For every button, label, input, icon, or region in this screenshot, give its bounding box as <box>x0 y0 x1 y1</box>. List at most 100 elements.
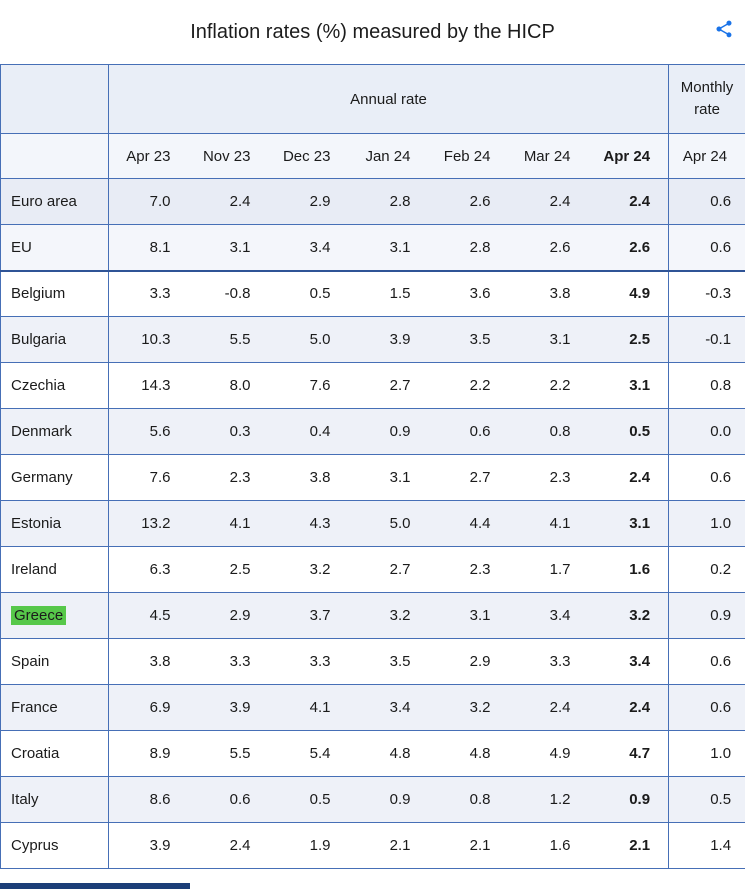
value-cell: 2.7 <box>428 454 509 501</box>
value-cell: 2.7 <box>348 362 429 409</box>
value-cell: 0.9 <box>588 776 669 823</box>
value-cell: -0.3 <box>668 269 745 317</box>
value-cell: 0.9 <box>348 776 429 823</box>
value-cell: 13.2 <box>108 500 189 547</box>
row-label: Croatia <box>0 730 109 777</box>
table-row: Bulgaria 10.3 5.5 5.0 3.9 3.5 3.1 2.5 -0.1 <box>0 316 745 363</box>
value-cell: 4.5 <box>108 592 189 639</box>
value-cell: 3.1 <box>588 500 669 547</box>
value-cell: 7.6 <box>108 454 189 501</box>
value-cell: 3.3 <box>188 638 269 685</box>
value-cell: 2.9 <box>188 592 269 639</box>
value-cell: 8.9 <box>108 730 189 777</box>
value-cell: 3.1 <box>348 224 429 271</box>
value-cell: -0.1 <box>668 316 745 363</box>
table-row: Euro area 7.0 2.4 2.9 2.8 2.6 2.4 2.4 0.6 <box>0 178 745 225</box>
table-row: EU 8.1 3.1 3.4 3.1 2.8 2.6 2.6 0.6 <box>0 224 745 271</box>
table-row: Czechia 14.3 8.0 7.6 2.7 2.2 2.2 3.1 0.8 <box>0 362 745 409</box>
value-cell: 3.6 <box>428 269 509 317</box>
value-cell: 0.0 <box>668 408 745 455</box>
value-cell: 5.4 <box>268 730 349 777</box>
row-label: Euro area <box>0 178 109 225</box>
group-header-row: Annual rate Monthly rate <box>0 64 745 134</box>
row-label: Czechia <box>0 362 109 409</box>
value-cell: 4.7 <box>588 730 669 777</box>
value-cell: 3.4 <box>348 684 429 731</box>
value-cell: 14.3 <box>108 362 189 409</box>
value-cell: 2.4 <box>588 454 669 501</box>
value-cell: 0.8 <box>428 776 509 823</box>
table-row: Estonia 13.2 4.1 4.3 5.0 4.4 4.1 3.1 1.0 <box>0 500 745 547</box>
row-label: Ireland <box>0 546 109 593</box>
row-label: Belgium <box>0 269 109 317</box>
value-cell: 3.7 <box>268 592 349 639</box>
value-cell: 3.1 <box>188 224 269 271</box>
value-cell: 6.3 <box>108 546 189 593</box>
group-header-monthly: Monthly rate <box>668 64 745 134</box>
row-label: Italy <box>0 776 109 823</box>
value-cell: 3.8 <box>508 269 589 317</box>
value-cell: 3.9 <box>188 684 269 731</box>
share-button[interactable] <box>711 16 737 42</box>
value-cell: 4.9 <box>508 730 589 777</box>
value-cell: 2.1 <box>348 822 429 869</box>
value-cell: 3.1 <box>428 592 509 639</box>
value-cell: 3.1 <box>508 316 589 363</box>
value-cell: 2.7 <box>348 546 429 593</box>
column-header: Feb 24 <box>428 133 509 179</box>
column-header: Apr 24 <box>588 133 669 179</box>
table-row: Ireland 6.3 2.5 3.2 2.7 2.3 1.7 1.6 0.2 <box>0 546 745 593</box>
table-row: Spain 3.8 3.3 3.3 3.5 2.9 3.3 3.4 0.6 <box>0 638 745 685</box>
value-cell: 0.5 <box>268 269 349 317</box>
value-cell: 2.5 <box>188 546 269 593</box>
column-header: Mar 24 <box>508 133 589 179</box>
row-label: France <box>0 684 109 731</box>
value-cell: 2.1 <box>428 822 509 869</box>
table-row: Italy 8.6 0.6 0.5 0.9 0.8 1.2 0.9 0.5 <box>0 776 745 823</box>
value-cell: 4.8 <box>428 730 509 777</box>
horizontal-scrollbar[interactable] <box>0 883 190 889</box>
value-cell: 2.6 <box>469 193 491 210</box>
value-cell: 0.6 <box>668 178 745 225</box>
value-cell: 2.3 <box>188 454 269 501</box>
value-cell: 7.0 <box>149 193 171 210</box>
value-cell: 0.8 <box>508 408 589 455</box>
value-cell: 2.4 <box>229 193 251 210</box>
value-cell: 3.2 <box>428 684 509 731</box>
value-cell: 2.3 <box>428 546 509 593</box>
value-cell: 3.8 <box>268 454 349 501</box>
value-cell: 3.5 <box>428 316 509 363</box>
table-row: Croatia 8.9 5.5 5.4 4.8 4.8 4.9 4.7 1.0 <box>0 730 745 777</box>
value-cell: 0.5 <box>668 776 745 823</box>
value-cell: 4.3 <box>268 500 349 547</box>
value-cell: 3.4 <box>588 638 669 685</box>
value-cell: 2.2 <box>428 362 509 409</box>
value-cell: 3.3 <box>268 638 349 685</box>
value-cell: 2.1 <box>588 822 669 869</box>
value-cell: 3.2 <box>348 592 429 639</box>
group-header-annual: Annual rate <box>108 64 669 134</box>
value-cell: 0.9 <box>348 408 429 455</box>
value-cell: 1.4 <box>668 822 745 869</box>
table-row: Cyprus 3.9 2.4 1.9 2.1 2.1 1.6 2.1 1.4 <box>0 822 745 869</box>
value-cell: 5.0 <box>348 500 429 547</box>
value-cell: 2.4 <box>188 822 269 869</box>
highlighted-text: Greece <box>11 606 67 625</box>
value-cell: 4.1 <box>268 684 349 731</box>
value-cell: -0.8 <box>188 269 269 317</box>
value-cell: 0.5 <box>588 408 669 455</box>
column-header: Apr 24 <box>668 133 745 179</box>
column-header: Apr 23 <box>108 133 189 179</box>
value-cell: 3.2 <box>588 592 669 639</box>
value-cell: 3.1 <box>348 454 429 501</box>
value-cell: 10.3 <box>108 316 189 363</box>
value-cell: 0.5 <box>268 776 349 823</box>
value-cell: 2.6 <box>508 224 589 271</box>
value-cell: 2.2 <box>508 362 589 409</box>
value-cell: 0.6 <box>668 224 745 271</box>
value-cell: 4.4 <box>428 500 509 547</box>
value-cell: 8.1 <box>108 224 189 271</box>
value-cell: 0.9 <box>668 592 745 639</box>
value-cell: 6.9 <box>108 684 189 731</box>
column-header: Dec 23 <box>268 133 349 179</box>
